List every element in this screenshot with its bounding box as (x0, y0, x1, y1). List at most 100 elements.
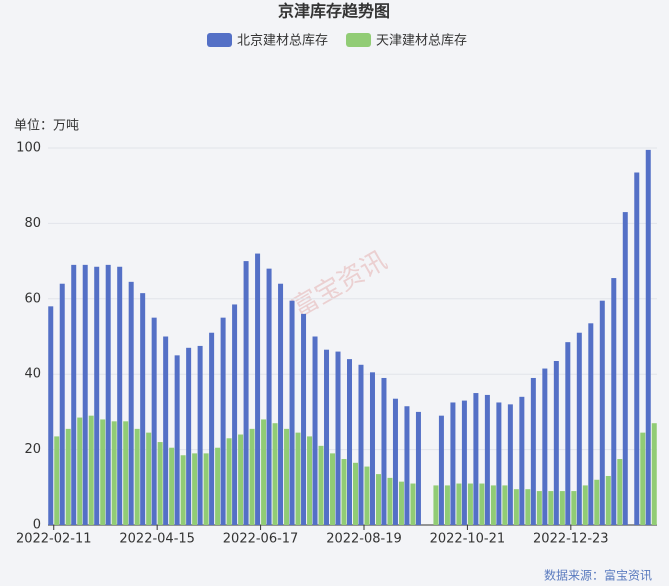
x-tick-label: 2022-04-15 (119, 532, 195, 547)
bar (358, 364, 364, 525)
x-tick-label: 2022-08-19 (326, 532, 402, 547)
legend-swatch (207, 33, 232, 47)
bar (525, 489, 531, 525)
bar (559, 491, 565, 525)
bar (117, 266, 123, 525)
bar (82, 264, 88, 525)
bar (347, 359, 352, 525)
bar (507, 404, 513, 525)
bar (599, 300, 605, 525)
bar (622, 212, 628, 525)
x-tick-label: 2022-10-21 (430, 532, 506, 547)
bar (174, 355, 180, 525)
bar (404, 406, 410, 525)
bar (169, 447, 175, 525)
bar (381, 377, 387, 525)
bar (438, 415, 444, 525)
bar (484, 394, 490, 525)
bar (553, 361, 559, 525)
bar (640, 432, 646, 525)
bar (232, 304, 238, 525)
x-tick-label: 2022-06-17 (223, 532, 299, 547)
bar (651, 423, 657, 525)
bar (105, 264, 111, 525)
bar (330, 453, 336, 525)
bar (203, 453, 209, 525)
bar (163, 336, 169, 525)
unit-label: 单位：万吨 (14, 119, 79, 134)
bar (226, 438, 232, 525)
bar (186, 347, 192, 525)
bar (605, 475, 611, 525)
y-tick-label: 0 (33, 518, 41, 533)
bar (392, 398, 398, 525)
bar (192, 453, 198, 525)
bar (278, 283, 284, 525)
bar (415, 411, 421, 525)
bar (513, 489, 519, 525)
bar (565, 342, 571, 525)
bar (88, 415, 94, 525)
bar (456, 483, 462, 525)
bar (433, 485, 439, 525)
bar (71, 264, 77, 525)
bar (140, 293, 146, 525)
y-tick-label: 20 (24, 442, 41, 457)
bar (220, 317, 226, 525)
bar (272, 423, 278, 525)
bar (617, 459, 623, 525)
bar (369, 372, 375, 525)
bar (496, 402, 502, 525)
y-tick-label: 80 (24, 216, 41, 231)
bar (611, 278, 617, 525)
bar (100, 419, 106, 525)
bar (467, 483, 473, 525)
watermark: 富宝资讯 (287, 246, 392, 324)
bar (295, 432, 301, 525)
bar (301, 313, 307, 525)
chart-title: 京津库存趋势图 (278, 2, 390, 21)
legend-label: 天津建材总库存 (376, 33, 467, 49)
bar (312, 336, 318, 525)
bar (65, 428, 71, 525)
bar (536, 491, 542, 525)
bar (645, 149, 651, 525)
bar (146, 432, 152, 525)
bar (48, 306, 54, 525)
bar (530, 377, 536, 525)
y-tick-label: 40 (24, 367, 41, 382)
legend-swatch (346, 33, 372, 47)
x-tick-label: 2022-12-23 (533, 532, 609, 547)
bar (243, 261, 249, 525)
bar (255, 253, 261, 525)
bar (289, 300, 295, 525)
bar (180, 455, 186, 525)
x-tick-label: 2022-02-11 (16, 532, 92, 547)
bar (341, 459, 347, 525)
source-note: 数据来源：富宝资讯 (544, 568, 652, 583)
bar (582, 485, 588, 525)
bar (197, 345, 203, 525)
y-tick-label: 100 (16, 141, 41, 156)
bar (490, 485, 496, 525)
bar (548, 491, 554, 525)
bar (54, 436, 60, 525)
bar (364, 466, 370, 525)
bar (157, 442, 163, 525)
bar (335, 351, 341, 525)
bar (284, 428, 290, 525)
bar (387, 477, 393, 525)
bar (450, 402, 456, 525)
bar (473, 393, 479, 525)
bar (111, 421, 117, 525)
bar (215, 447, 221, 525)
bar (94, 266, 100, 525)
bar (519, 396, 525, 525)
bar (594, 479, 600, 525)
bar (266, 268, 272, 525)
bar (318, 445, 324, 525)
bar (249, 428, 255, 525)
bar (398, 481, 404, 525)
bar (410, 483, 416, 525)
